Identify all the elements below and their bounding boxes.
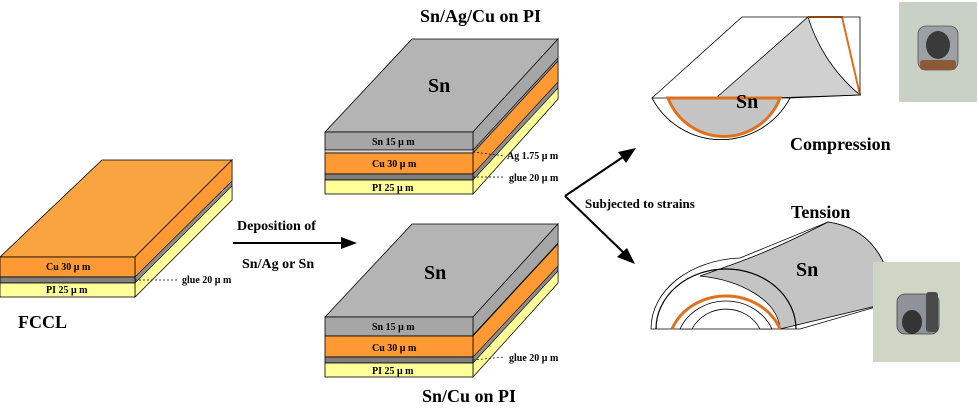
strain-arrow-down bbox=[564, 195, 626, 255]
bottom-stack-cu-thickness: Cu 30 μ m bbox=[372, 343, 417, 354]
strain-arrow-up bbox=[564, 154, 627, 197]
deposition-arrowhead bbox=[341, 237, 357, 249]
deposition-arrow: Deposition of Sn/Ag or Sn bbox=[233, 219, 357, 272]
top-stack-title: Sn/Ag/Cu on PI bbox=[420, 6, 541, 26]
top-stack-ag-layer bbox=[324, 149, 474, 154]
compression-sn-label: Sn bbox=[736, 91, 758, 113]
tension-outer-surface bbox=[699, 221, 894, 330]
fccl-glue-layer bbox=[0, 276, 136, 284]
tension-photo-sample-hole bbox=[902, 310, 922, 334]
compression-sample: Sn Compression bbox=[651, 16, 891, 154]
top-stack-pi-layer bbox=[324, 179, 474, 195]
tension-sample: Sn Tension bbox=[650, 202, 894, 330]
compression-photo bbox=[899, 2, 977, 102]
tension-title: Tension bbox=[791, 202, 850, 222]
fccl-slab: Cu 30 μ m PI 25 μ m glue 20 μ m FCCL bbox=[0, 159, 233, 332]
bottom-stack-glue-layer bbox=[324, 356, 474, 364]
top-stack-glue-layer bbox=[324, 173, 474, 181]
fccl-cu-label: Cu 30 μ m bbox=[46, 262, 91, 273]
strain-arrows: Subjected to strains bbox=[564, 148, 695, 264]
compression-photo-band bbox=[920, 60, 956, 70]
tension-front-arch-copper bbox=[670, 294, 782, 330]
deposition-label-line1: Deposition of bbox=[237, 219, 316, 234]
compression-photo-sample-hole bbox=[926, 31, 950, 59]
fccl-pi-layer bbox=[0, 282, 136, 298]
top-stack-cu-thickness: Cu 30 μ m bbox=[372, 159, 417, 170]
bottom-stack-glue-label: glue 20 μ m bbox=[509, 353, 559, 364]
fccl-pi-label: PI 25 μ m bbox=[46, 285, 88, 296]
compression-inner-surface bbox=[665, 96, 783, 138]
strain-arrowhead-down bbox=[617, 248, 635, 264]
tension-front-arch-outer bbox=[655, 268, 797, 330]
top-stack-sn-label: Sn bbox=[428, 75, 450, 97]
top-stack-ag-label: Ag 1.75 μ m bbox=[507, 151, 559, 162]
top-stack: Sn/Ag/Cu on PI Sn Sn 15 μ m Cu 30 μ m PI… bbox=[324, 6, 559, 196]
compression-shell-back bbox=[651, 16, 861, 141]
top-stack-glue-label: glue 20 μ m bbox=[509, 173, 559, 184]
top-stack-ag-leader bbox=[472, 151, 506, 157]
top-stack-pi-thickness: PI 25 μ m bbox=[372, 183, 414, 194]
strain-label: Subjected to strains bbox=[585, 196, 695, 211]
strain-arrowhead-up bbox=[618, 148, 636, 163]
bottom-stack-sn-thickness: Sn 15 μ m bbox=[372, 322, 415, 333]
bottom-stack-sn-label: Sn bbox=[424, 262, 446, 284]
tension-sn-label: Sn bbox=[796, 259, 818, 281]
tension-photo-band bbox=[926, 292, 938, 332]
top-stack-sn-thickness: Sn 15 μ m bbox=[372, 137, 415, 148]
deposition-label-line2: Sn/Ag or Sn bbox=[242, 257, 314, 272]
compression-title: Compression bbox=[790, 134, 891, 154]
fccl-glue-label: glue 20 μ m bbox=[182, 275, 232, 286]
tension-front-arch-inner bbox=[679, 300, 773, 330]
bottom-stack: Sn Sn 15 μ m Cu 30 μ m PI 25 μ m glue 20… bbox=[324, 222, 559, 406]
compression-far-wall bbox=[714, 16, 862, 99]
bottom-stack-title: Sn/Cu on PI bbox=[422, 386, 516, 406]
fccl-title: FCCL bbox=[18, 312, 67, 332]
bottom-stack-glue-leader bbox=[472, 356, 506, 361]
bottom-stack-pi-layer bbox=[324, 362, 474, 378]
bottom-stack-pi-thickness: PI 25 μ m bbox=[372, 366, 414, 377]
tension-photo bbox=[873, 262, 960, 362]
